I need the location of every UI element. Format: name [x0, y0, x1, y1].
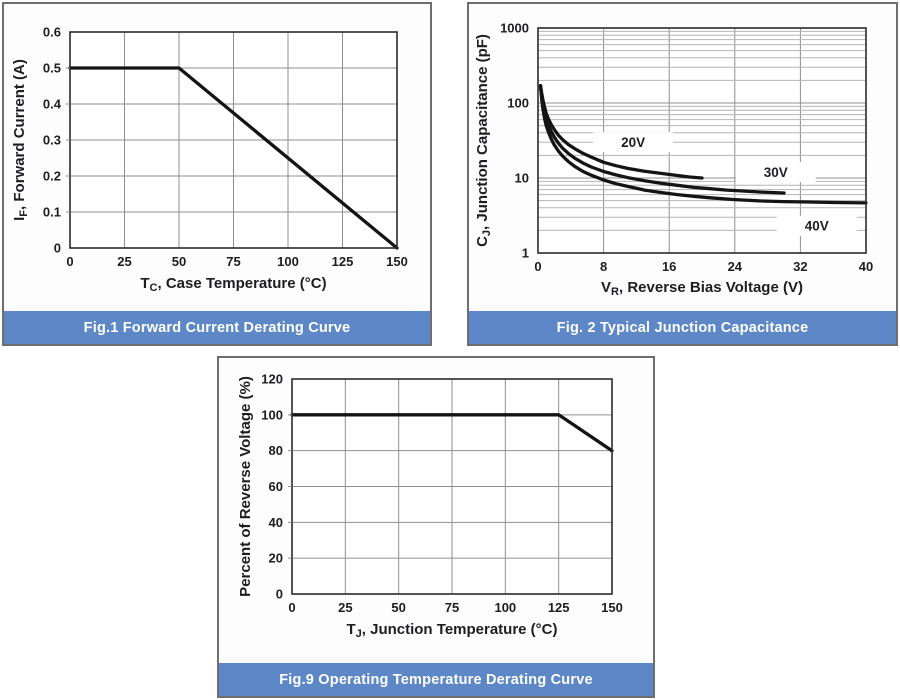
figure-caption: Fig.9 Operating Temperature Derating Cur… — [219, 663, 653, 696]
x-tick-label: 75 — [226, 254, 240, 269]
curve-label-box — [776, 215, 857, 236]
axis-title-text: , Junction Temperature (°C) — [362, 621, 558, 638]
y-tick-label: 0 — [276, 587, 283, 602]
figure-panel-fig3: 0 25 50 75 100 125 150 0 20 40 60 80 100 120 TJ, Junct… — [217, 356, 655, 698]
fig1-forward-current-derating-chart: 0 25 50 75 100 125 150 0 0.1 0.2 0.3 0.4 0.5 0.6 TC, C… — [11, 25, 408, 295]
curve-label-30V: 30V — [764, 165, 788, 180]
y-axis-title: CJ, Junction Capacitance (pF) — [474, 34, 493, 247]
curve-label-box — [735, 162, 816, 183]
x-axis-title: TJ, Junction Temperature (°C) — [346, 621, 557, 640]
figure-caption: Fig. 2 Typical Junction Capacitance — [469, 311, 896, 344]
y-tick-label: 1 — [522, 246, 529, 261]
plot-background — [538, 28, 866, 253]
x-tick-label: 150 — [601, 600, 623, 615]
x-tick-label: 125 — [548, 600, 570, 615]
axis-title-text: I — [11, 217, 28, 221]
fig1-chart-area: 0 25 50 75 100 125 150 0 0.1 0.2 0.3 0.4 0.5 0.6 TC, C… — [4, 4, 430, 311]
axis-title-subscript: R — [611, 286, 619, 298]
fig2-chart-area: 20V 30V 40V 0 8 16 24 32 40 1 10 100 1000 VR, Reverse… — [469, 4, 896, 311]
y-tick-label: 100 — [507, 96, 529, 111]
figure-caption: Fig.1 Forward Current Derating Curve — [4, 311, 430, 344]
axis-title-text: , Forward Current (A) — [11, 59, 28, 210]
figure-panel-fig2: 20V 30V 40V 0 8 16 24 32 40 1 10 100 1000 VR, Reverse… — [467, 2, 898, 346]
axis-title-text: , Case Temperature (°C) — [158, 275, 327, 292]
x-tick-label: 100 — [494, 600, 516, 615]
y-axis-title: Percent of Reverse Voltage (%) — [237, 376, 254, 597]
fig3-chart-area: 0 25 50 75 100 125 150 0 20 40 60 80 100 120 TJ, Junct… — [219, 358, 653, 663]
axis-title-text: , Junction Capacitance (pF) — [474, 34, 491, 230]
axis-title-text: T — [346, 621, 355, 638]
y-tick-label: 20 — [269, 551, 283, 566]
x-tick-label: 50 — [391, 600, 405, 615]
x-tick-label: 40 — [859, 259, 873, 274]
y-tick-label: 10 — [515, 171, 529, 186]
series-CJ-at-30V — [538, 84, 786, 195]
y-tick-label: 0.1 — [43, 205, 61, 220]
series-reverse-voltage-derating — [290, 413, 614, 453]
y-tick-label: 0.5 — [43, 61, 61, 76]
x-tick-label: 8 — [600, 259, 607, 274]
y-tick-label: 0 — [54, 241, 61, 256]
x-tick-label: 150 — [386, 254, 408, 269]
y-tick-label: 0.4 — [43, 97, 62, 112]
x-tick-label: 24 — [728, 259, 743, 274]
curve-label-40V: 40V — [805, 219, 829, 234]
y-axis-title: IF, Forward Current (A) — [11, 59, 30, 221]
y-tick-label: 1000 — [500, 21, 529, 36]
y-tick-label: 80 — [269, 443, 283, 458]
plot-border — [537, 27, 867, 254]
y-tick-label: 120 — [261, 372, 283, 387]
axis-title-text: V — [601, 279, 611, 296]
x-tick-label: 50 — [172, 254, 186, 269]
axis-title-text: , Reverse Bias Voltage (V) — [619, 279, 803, 296]
x-tick-label: 25 — [117, 254, 131, 269]
axis-title-subscript: J — [481, 230, 493, 236]
axis-title-subscript: C — [150, 282, 158, 294]
figure-panel-fig1: 0 25 50 75 100 125 150 0 0.1 0.2 0.3 0.4 0.5 0.6 TC, C… — [2, 2, 432, 346]
y-tick-label: 0.6 — [43, 25, 61, 40]
x-tick-label: 32 — [793, 259, 807, 274]
fig9-temperature-derating-chart: 0 25 50 75 100 125 150 0 20 40 60 80 100 120 TJ, Junct… — [237, 372, 623, 641]
axis-title-text: T — [140, 275, 149, 292]
series-CJ-at-40V — [538, 84, 868, 205]
curve-label-20V: 20V — [621, 135, 645, 150]
x-tick-label: 0 — [534, 259, 541, 274]
series-forward-current-derating — [68, 66, 399, 250]
x-axis-title: TC, Case Temperature (°C) — [140, 275, 326, 294]
x-tick-label: 100 — [277, 254, 299, 269]
y-tick-label: 40 — [269, 515, 283, 530]
x-tick-label: 0 — [288, 600, 295, 615]
x-tick-label: 16 — [662, 259, 676, 274]
fig2-junction-capacitance-chart: 20V 30V 40V 0 8 16 24 32 40 1 10 100 1000 VR, Reverse… — [474, 21, 873, 299]
axis-title-subscript: F — [18, 210, 30, 217]
y-tick-label: 100 — [261, 407, 283, 422]
x-tick-label: 0 — [66, 254, 73, 269]
x-tick-label: 25 — [338, 600, 352, 615]
axis-title-text: C — [474, 236, 491, 247]
y-tick-label: 60 — [269, 479, 283, 494]
curve-label-box — [593, 132, 674, 153]
y-tick-label: 0.3 — [43, 133, 61, 148]
y-tick-label: 0.2 — [43, 169, 61, 184]
axis-title-text: Percent of Reverse Voltage (%) — [237, 376, 254, 597]
x-tick-label: 125 — [332, 254, 354, 269]
x-tick-label: 75 — [445, 600, 459, 615]
x-axis-title: VR, Reverse Bias Voltage (V) — [601, 279, 803, 298]
axis-title-subscript: J — [356, 628, 362, 640]
